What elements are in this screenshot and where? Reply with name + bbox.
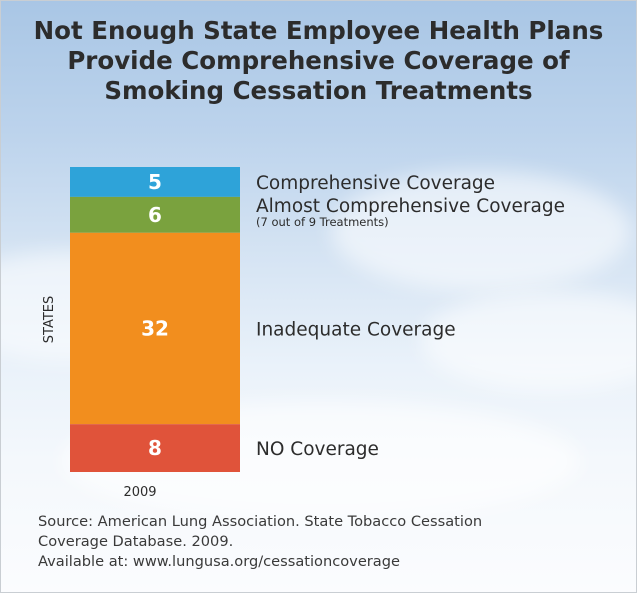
y-axis-label: STATES [42, 296, 57, 343]
legend-label-comprehensive-coverage: Comprehensive Coverage [256, 173, 495, 194]
legend-label-almost-comprehensive-coverage: Almost Comprehensive Coverage [256, 196, 565, 217]
source-note: Source: American Lung Association. State… [38, 512, 608, 572]
segment-value-almost-comprehensive-coverage: 6 [148, 203, 162, 227]
x-tick-label: 2009 [123, 485, 156, 500]
source-line-1: Source: American Lung Association. State… [38, 513, 483, 530]
legend-label-no-coverage: NO Coverage [256, 439, 379, 460]
source-line-2: Coverage Database. 2009. [38, 533, 234, 550]
bar-segment-inadequate-coverage [70, 232, 240, 425]
source-line-3: Available at: www.lungusa.org/cessationc… [38, 553, 400, 570]
segment-value-comprehensive-coverage: 5 [148, 170, 162, 194]
segment-value-inadequate-coverage: 32 [141, 316, 169, 340]
legend-label-inadequate-coverage: Inadequate Coverage [256, 319, 456, 340]
bar-segment-comprehensive-coverage [70, 167, 240, 197]
chart-title: Not Enough State Employee Health Plans P… [33, 16, 604, 105]
bar-segment-almost-comprehensive-coverage [70, 196, 240, 233]
legend-note-almost-comprehensive-coverage: (7 out of 9 Treatments) [256, 215, 389, 229]
bar-segment-no-coverage [70, 424, 240, 472]
segment-value-no-coverage: 8 [148, 436, 162, 460]
